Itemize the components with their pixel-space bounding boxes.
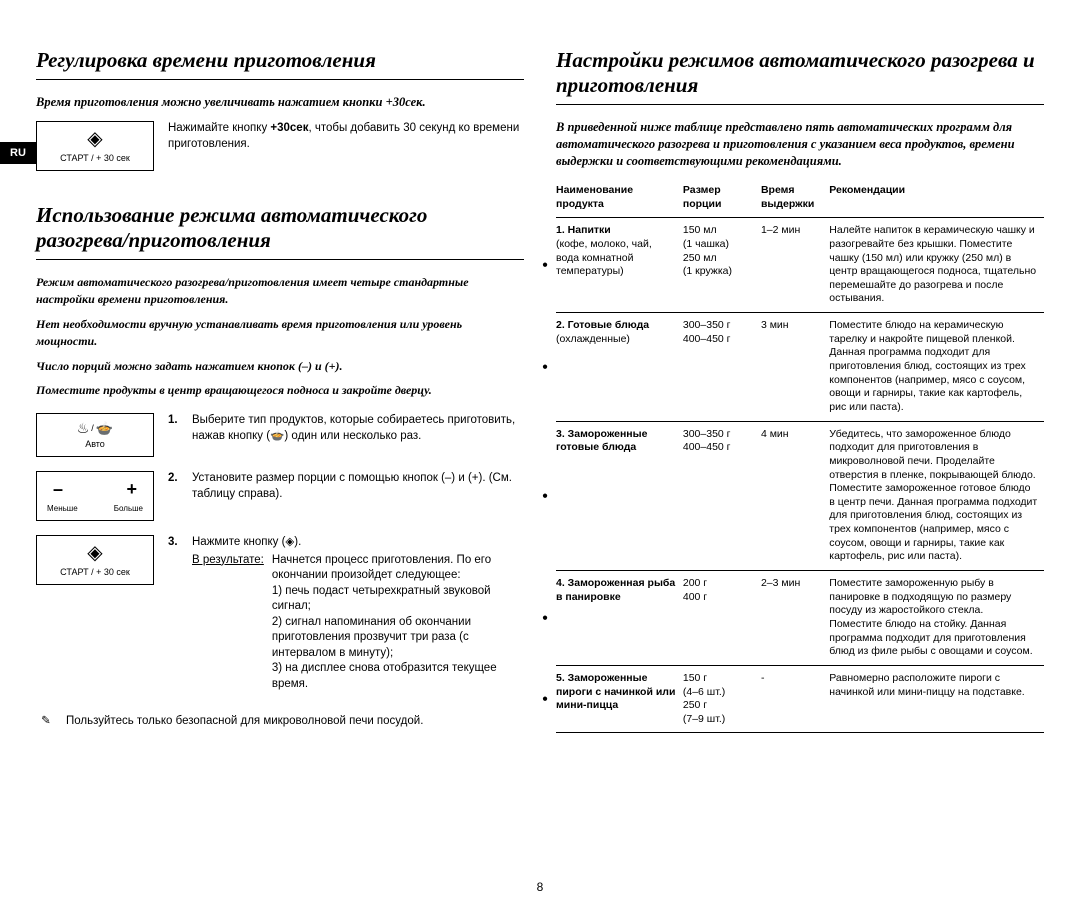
table-header-row: Наименование продукта Размер порции Врем… (556, 180, 1044, 218)
cell-name: 1. Напитки(кофе, молоко, чай, вода комна… (556, 218, 683, 313)
plus30-row: ◈ СТАРТ / + 30 сек Нажимайте кнопку +30с… (36, 121, 524, 171)
table-row: 5. Замороженные пироги с начинкой или ми… (556, 665, 1044, 733)
s1-body-bold: +30сек (270, 122, 308, 134)
step2-num: 2. (168, 471, 182, 502)
result-line1: Начнется процесс приготовления. По его о… (272, 553, 524, 584)
cell-rec: Равномерно расположите пироги с начинкой… (829, 665, 1044, 733)
cell-rec: Налейте напиток в керамическую чашку и р… (829, 218, 1044, 313)
step-1: ♨ / 🍲 Авто 1. Выберите тип продуктов, ко… (36, 413, 524, 457)
cell-time: 1–2 мин (761, 218, 829, 313)
cell-name: 5. Замороженные пироги с начинкой или ми… (556, 665, 683, 733)
less-label: Меньше (47, 504, 78, 513)
step1-text: Выберите тип продуктов, которые собирает… (192, 413, 524, 444)
cell-time: 4 мин (761, 421, 829, 570)
cell-name: 2. Готовые блюда(охлажденные)● (556, 313, 683, 421)
result-item3: 3) на дисплее снова отобразится текущее … (272, 661, 524, 692)
section1-rule (36, 79, 524, 80)
table-row: 2. Готовые блюда(охлажденные)●300–350 г … (556, 313, 1044, 421)
step3-num: 3. (168, 535, 182, 692)
th-time: Время выдержки (761, 180, 829, 218)
right-column: Настройки режимов автоматического разогр… (556, 48, 1044, 884)
pot-icon: 🍲 (96, 421, 113, 435)
result-label: В результате: (192, 553, 264, 693)
start-label-2: СТАРТ / + 30 сек (60, 567, 130, 577)
section1-body: Нажимайте кнопку +30сек, чтобы добавить … (168, 121, 524, 171)
more-label: Больше (114, 504, 143, 513)
result-item1: 1) печь подаст четырехкратный звуковой с… (272, 584, 524, 615)
bullet-icon: ● (542, 489, 548, 502)
right-rule (556, 104, 1044, 105)
section2-p2: Нет необходимости вручную устанавливать … (36, 316, 524, 350)
result-item2: 2) сигнал напоминания об окончании приго… (272, 615, 524, 662)
start-plus30-button-icon: ◈ СТАРТ / + 30 сек (36, 121, 154, 171)
cell-portion: 300–350 г 400–450 г (683, 421, 761, 570)
cell-name: 3. Замороженные готовые блюда● (556, 421, 683, 570)
diamond-icon: ◈ (87, 129, 102, 149)
section2-rule (36, 259, 524, 260)
cell-portion: 200 г 400 г (683, 571, 761, 666)
auto-button-icon: ♨ / 🍲 Авто (36, 413, 154, 457)
section2-title: Использование режима автоматического раз… (36, 203, 524, 253)
step1-num: 1. (168, 413, 182, 444)
cell-portion: 150 мл (1 чашка) 250 мл (1 кружка) (683, 218, 761, 313)
cell-rec: Поместите блюдо на керамическую тарелку … (829, 313, 1044, 421)
note-text: Пользуйтесь только безопасной для микров… (66, 714, 423, 729)
note-row: ✎ Пользуйтесь только безопасной для микр… (36, 714, 524, 729)
start-button-icon: ◈ СТАРТ / + 30 сек (36, 535, 154, 585)
bullet-icon: ● (542, 693, 548, 706)
cell-rec: Поместите замороженную рыбу в панировке … (829, 571, 1044, 666)
section2-p1: Режим автоматического разогрева/приготов… (36, 274, 524, 308)
manual-page: RU Регулировка времени приготовления Вре… (0, 0, 1080, 912)
cell-time: - (761, 665, 829, 733)
section1-lead: Время приготовления можно увеличивать на… (36, 94, 524, 111)
table-row: 1. Напитки(кофе, молоко, чай, вода комна… (556, 218, 1044, 313)
auto-programs-table: Наименование продукта Размер порции Врем… (556, 180, 1044, 733)
right-lead: В приведенной ниже таблице представлено … (556, 119, 1044, 170)
step2-text: Установите размер порции с помощью кнопо… (192, 471, 524, 502)
cell-name: 4. Замороженная рыба в панировке● (556, 571, 683, 666)
steam-icon: ♨ (77, 421, 90, 435)
left-column: Регулировка времени приготовления Время … (36, 48, 524, 884)
step-2: – + Меньше Больше 2. Установите размер п… (36, 471, 524, 521)
bullet-icon: ● (542, 611, 548, 624)
section1-title: Регулировка времени приготовления (36, 48, 524, 73)
right-section-title: Настройки режимов автоматического разогр… (556, 48, 1044, 98)
bullet-icon: ● (542, 259, 548, 272)
table-row: 4. Замороженная рыба в панировке●200 г 4… (556, 571, 1044, 666)
slash: / (91, 423, 94, 433)
th-rec: Рекомендации (829, 180, 1044, 218)
bullet-icon: ● (542, 360, 548, 373)
page-number: 8 (0, 880, 1080, 894)
diamond-icon-2: ◈ (87, 543, 102, 563)
cell-time: 3 мин (761, 313, 829, 421)
auto-label: Авто (85, 439, 105, 449)
step3-text: Нажмите кнопку (◈). (192, 535, 524, 551)
cell-portion: 300–350 г 400–450 г (683, 313, 761, 421)
th-name: Наименование продукта (556, 180, 683, 218)
start-label: СТАРТ / + 30 сек (60, 153, 130, 163)
cell-rec: Убедитесь, что замороженное блюдо подход… (829, 421, 1044, 570)
section2-p3: Число порций можно задать нажатием кнопо… (36, 358, 524, 375)
step-3: ◈ СТАРТ / + 30 сек 3. Нажмите кнопку (◈)… (36, 535, 524, 692)
two-column-layout: Регулировка времени приготовления Время … (36, 48, 1044, 884)
minus-icon: – (53, 479, 63, 500)
minus-plus-button-icon: – + Меньше Больше (36, 471, 154, 521)
th-portion: Размер порции (683, 180, 761, 218)
note-star-icon: ✎ (36, 714, 56, 729)
s1-body-prefix: Нажимайте кнопку (168, 122, 270, 134)
cell-time: 2–3 мин (761, 571, 829, 666)
plus-icon: + (126, 479, 137, 500)
language-tab: RU (0, 142, 36, 164)
section2-p4: Поместите продукты в центр вращающегося … (36, 382, 524, 399)
cell-portion: 150 г (4–6 шт.) 250 г (7–9 шт.) (683, 665, 761, 733)
table-row: 3. Замороженные готовые блюда●300–350 г … (556, 421, 1044, 570)
